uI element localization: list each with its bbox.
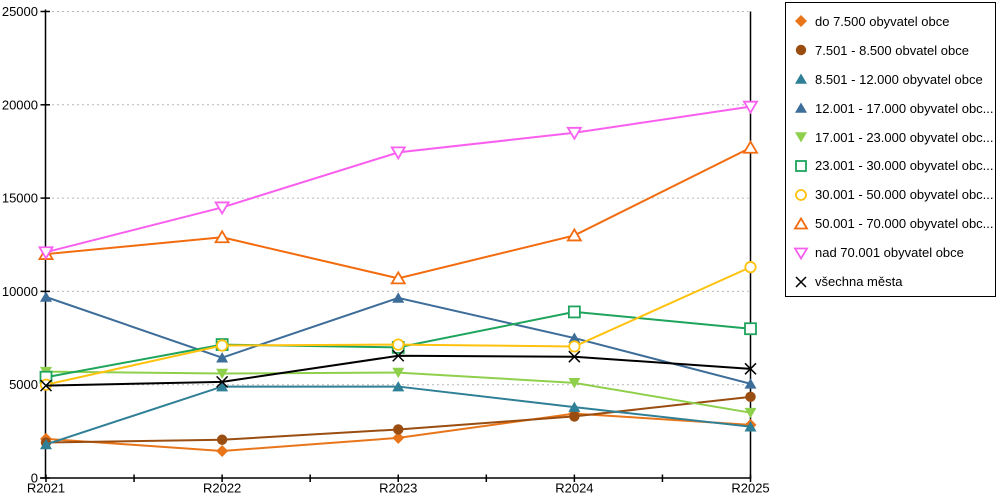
y-tick-label: 25000 (2, 4, 38, 19)
legend-item: 17.001 - 23.000 obyvatel obc... (793, 123, 995, 152)
legend-item: nad 70.001 obyvatel obce (793, 238, 995, 267)
legend-marker-triangle-up-filled-icon (795, 102, 807, 113)
legend-item: 7.501 - 8.500 obvatel obce (793, 36, 995, 65)
marker-triangle-down (744, 407, 757, 419)
marker-triangle-up (40, 438, 52, 450)
marker-circle-open (568, 340, 581, 353)
legend-marker-circle-open-icon (795, 188, 807, 201)
legend-label: 17.001 - 23.000 obyvatel obc... (815, 129, 994, 145)
marker-x (568, 350, 581, 363)
marker-triangle-up (568, 332, 581, 343)
marker-circle-open (216, 339, 229, 352)
legend-label: všechna města (815, 274, 903, 290)
x-tick-label: R2023 (379, 481, 417, 496)
marker-x (216, 375, 229, 388)
marker-square-open (744, 322, 757, 336)
marker-x (39, 379, 53, 392)
x-tick-label: R2021 (27, 481, 65, 496)
legend-label: 23.001 - 30.000 obyvatel obc... (815, 158, 994, 174)
marker-diamond (392, 431, 405, 444)
legend-marker-circle-filled-icon (795, 45, 807, 56)
legend-marker-x-icon (795, 276, 807, 288)
marker-circle (216, 434, 228, 445)
marker-triangle-down (216, 368, 229, 380)
marker-triangle-up (744, 421, 757, 432)
y-tick-label: 15000 (2, 191, 38, 206)
marker-triangle-up (40, 291, 52, 302)
legend-marker-triangle-up-filled-icon (795, 73, 807, 85)
legend-marker-triangle-up-open-icon (793, 216, 809, 230)
legend-item: všechna města (793, 267, 995, 296)
legend-marker-square-open-icon (795, 160, 807, 172)
series-line (45, 105, 751, 254)
legend-label: 8.501 - 12.000 obyvatel obce (815, 71, 983, 87)
marker-triangle-down (568, 378, 581, 389)
marker-triangle-up (744, 378, 757, 389)
legend-item: 12.001 - 17.000 obyvatel obc... (793, 94, 995, 123)
marker-triangle-down-open (566, 126, 583, 141)
legend-label: 50.001 - 70.000 obyvatel obc... (815, 216, 994, 232)
x-tick-label: R2024 (555, 481, 593, 496)
legend-label: 30.001 - 50.000 obyvatel obc... (815, 187, 994, 203)
marker-circle-open (392, 338, 405, 351)
legend-marker-triangle-down-filled-icon (795, 132, 807, 143)
marker-triangle-down-open (214, 201, 231, 216)
marker-triangle-down (392, 367, 405, 379)
marker-x (744, 362, 757, 375)
y-tick-label: 0 (31, 471, 38, 486)
y-tick-label: 20000 (2, 97, 38, 112)
marker-triangle-up (216, 381, 229, 392)
legend-label: 7.501 - 8.500 obvatel obce (815, 42, 969, 58)
marker-circle (745, 391, 756, 403)
x-tick-label: R2022 (203, 481, 241, 496)
legend-item: 30.001 - 50.000 obyvatel obc... (793, 180, 995, 209)
marker-triangle-up (392, 292, 405, 303)
legend-item: 50.001 - 70.000 obyvatel obc... (793, 209, 995, 238)
series-line (45, 146, 751, 280)
marker-circle (569, 411, 580, 422)
marker-x (392, 349, 405, 362)
legend-marker-diamond-filled-icon (795, 15, 807, 28)
legend-label: do 7.500 obyvatel obce (815, 13, 950, 29)
marker-square-open (567, 305, 581, 319)
legend: do 7.500 obyvatel obce 7.501 - 8.500 obva… (785, 2, 996, 297)
legend-label: 12.001 - 17.000 obyvatel obc... (815, 100, 994, 116)
marker-circle-open (744, 261, 757, 274)
marker-diamond (216, 444, 229, 457)
marker-triangle-up-open (566, 227, 583, 242)
marker-triangle-down-open (742, 100, 759, 115)
y-tick-label: 10000 (2, 284, 38, 299)
legend-item: 8.501 - 12.000 obyvatel obce (793, 65, 995, 94)
series-line (45, 266, 751, 386)
marker-triangle-up-open (390, 270, 407, 285)
marker-triangle-down-open (37, 246, 55, 260)
marker-triangle-up-open (214, 229, 231, 244)
legend-item: do 7.500 obyvatel obce (793, 7, 995, 36)
legend-item: 23.001 - 30.000 obyvatel obc... (793, 152, 995, 181)
x-tick-label: R2025 (731, 481, 769, 496)
marker-triangle-up (216, 352, 229, 363)
y-tick-label: 5000 (9, 377, 38, 392)
marker-triangle-down-open (390, 146, 407, 161)
legend-label: nad 70.001 obyvatel obce (815, 245, 964, 261)
marker-circle (393, 424, 404, 435)
marker-triangle-up-open (742, 139, 759, 154)
marker-triangle-up (568, 401, 581, 412)
legend-marker-triangle-down-open-icon (793, 247, 809, 260)
marker-triangle-up (392, 381, 405, 392)
